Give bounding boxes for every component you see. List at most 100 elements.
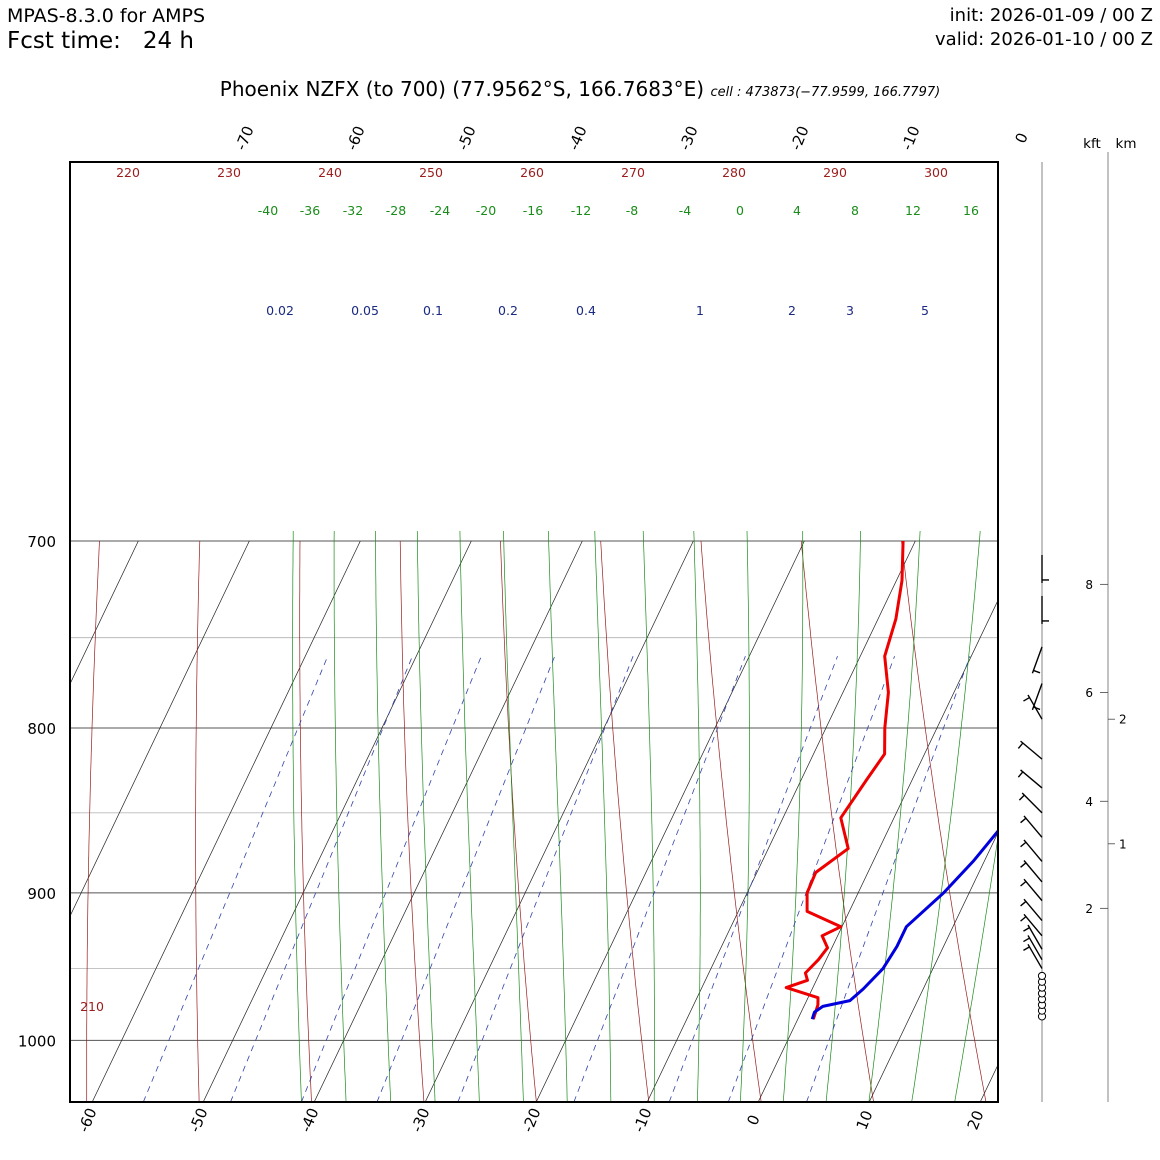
dry-adiabat-line	[399, 540, 425, 1102]
dry-adiabat-label: 250	[419, 165, 443, 180]
moist-adiabat-line	[547, 530, 568, 1102]
wind-barb	[1020, 740, 1043, 760]
wind-barb	[1027, 924, 1043, 950]
dry-adiabat-line	[86, 540, 100, 1102]
mixing-ratio-label: 0.2	[498, 303, 518, 318]
wind-barb-flag	[1023, 696, 1030, 702]
dry-adiabat-label: 210	[80, 999, 104, 1014]
isotherm-line	[424, 540, 694, 1102]
moist-adiabat-line	[459, 530, 480, 1102]
isotherm-line	[1091, 541, 1160, 1102]
dry-adiabat-label: 260	[520, 165, 544, 180]
moist-adiabat-label: -20	[476, 203, 496, 218]
temperature-tick-label: 10	[853, 1108, 877, 1132]
moist-adiabat-label: -24	[430, 203, 450, 218]
station-name: Phoenix NZFX (to 700) (77.9562°S, 166.76…	[219, 77, 705, 101]
wind-barb	[1023, 839, 1043, 862]
height-km-label: 2	[1119, 713, 1127, 727]
mixing-ratio-line	[573, 656, 746, 1102]
height-km-label: 1	[1119, 837, 1127, 851]
moist-adiabat-line	[911, 530, 981, 1102]
dry-adiabat-line	[1002, 541, 1099, 1102]
model-title: MPAS-8.3.0 for AMPS	[7, 5, 206, 27]
wind-barb-flag	[1020, 880, 1027, 887]
wind-barb-flag	[1020, 841, 1027, 848]
station-title: Phoenix NZFX (to 700) (77.9562°S, 166.76…	[0, 77, 1160, 101]
pressure-tick-label: 800	[27, 720, 56, 738]
init-time: init: 2026-01-09 / 00 Z	[949, 5, 1153, 26]
moist-adiabat-line	[997, 1099, 998, 1102]
isotherm-top-label: -60	[343, 123, 369, 152]
wind-barb	[1023, 815, 1043, 838]
wind-barb	[1031, 683, 1043, 711]
height-kft-label: 2	[1085, 902, 1093, 916]
mixing-ratio-label: 0.4	[576, 303, 596, 318]
wind-barb	[1027, 935, 1043, 961]
dry-adiabat-label: 220	[116, 165, 140, 180]
mixing-ratio-line	[142, 656, 329, 1102]
height-axis-kft-label: kft	[1083, 136, 1101, 152]
isotherm-line	[0, 541, 27, 1102]
isotherm-top-label: 0	[1012, 130, 1032, 146]
mixing-ratio-line	[668, 656, 838, 1102]
moist-adiabat-line	[594, 530, 612, 1102]
moist-adiabat-label: 8	[851, 203, 859, 218]
mixing-ratio-label: 1	[696, 303, 704, 318]
moist-adiabat-label: -12	[571, 203, 591, 218]
moist-adiabat-label: -28	[386, 203, 406, 218]
wind-barb-flag	[1023, 937, 1030, 943]
dry-adiabat-line	[1102, 541, 1160, 1102]
mixing-ratio-line	[230, 656, 413, 1102]
dry-adiabat-line	[299, 540, 312, 1102]
height-kft-label: 4	[1085, 795, 1093, 809]
isotherm-top-label: -50	[454, 123, 480, 152]
moist-adiabat-line	[416, 530, 436, 1102]
wind-barb	[1021, 792, 1043, 814]
dry-adiabat-label: 280	[722, 165, 746, 180]
wind-barb	[1023, 860, 1043, 883]
wind-barb-flag	[1033, 669, 1041, 674]
valid-time: valid: 2026-01-10 / 00 Z	[935, 29, 1153, 50]
wind-barb-flag	[1020, 900, 1027, 907]
isotherm-line	[91, 540, 361, 1102]
height-axis-km-label: km	[1116, 136, 1137, 152]
moist-adiabat-line	[825, 530, 861, 1102]
isotherm-line	[868, 831, 998, 1102]
pressure-tick-label: 700	[27, 533, 56, 551]
wind-barb-flag	[1020, 817, 1027, 824]
mixing-ratio-label: 0.05	[351, 303, 379, 318]
dry-adiabat-line	[700, 540, 762, 1102]
moist-adiabat-line	[503, 530, 524, 1102]
moist-adiabat-line	[333, 530, 347, 1102]
isotherm-top-label: -10	[898, 123, 924, 152]
temperature-profile	[784, 540, 905, 1020]
temperature-tick-label: -20	[519, 1105, 545, 1134]
moist-adiabat-line	[782, 531, 804, 1102]
wind-barb-flag	[1018, 794, 1025, 801]
moist-adiabat-label: -4	[679, 203, 692, 218]
moist-adiabat-label: 0	[736, 203, 744, 218]
moist-adiabat-label: -36	[300, 203, 320, 218]
pressure-tick-label: 1000	[18, 1032, 56, 1050]
isotherm-top-label: -40	[565, 123, 591, 152]
wind-barb-flag	[1020, 916, 1027, 922]
mixing-ratio-label: 2	[788, 303, 796, 318]
wind-barb-flag	[1017, 771, 1024, 778]
moist-adiabat-line	[740, 530, 750, 1102]
temperature-tick-label: -30	[408, 1105, 434, 1134]
isotherm-line	[70, 540, 250, 918]
dry-adiabat-line	[800, 540, 874, 1102]
dry-adiabat-line	[901, 540, 987, 1102]
isotherm-top-label: -20	[787, 123, 813, 152]
wind-barb-flag	[1023, 927, 1030, 932]
moist-adiabat-label: 12	[905, 203, 921, 218]
wind-barb-flag	[1017, 742, 1024, 749]
mixing-ratio-line	[806, 656, 971, 1102]
temperature-tick-label: -50	[186, 1105, 212, 1134]
moist-adiabat-label: -32	[343, 203, 363, 218]
isotherm-line	[70, 540, 139, 685]
moist-adiabat-label: -40	[258, 203, 278, 218]
isotherm-line	[646, 540, 916, 1102]
wind-barb	[1020, 769, 1043, 789]
